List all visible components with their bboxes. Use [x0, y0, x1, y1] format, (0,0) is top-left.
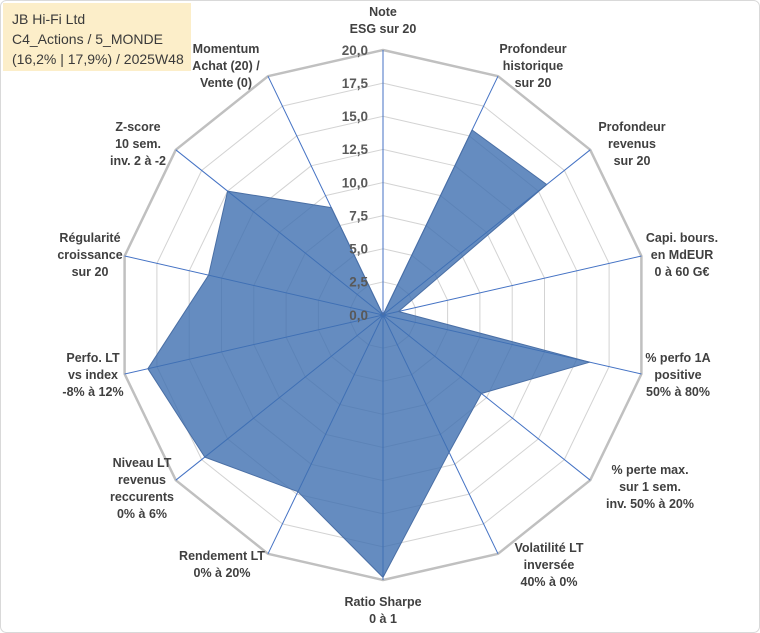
axis-label-perfo-lt-vs-index: Perfo. LT vs index -8% à 12%	[62, 351, 123, 399]
axis-label-perfo-1a-positive: % perfo 1A positive 50% à 80%	[645, 351, 710, 399]
axis-label-line: positive	[654, 368, 701, 382]
axis-label-line: inv. 50% à 20%	[606, 497, 694, 511]
r-tick-label-1: 2,5	[349, 275, 368, 290]
axis-label-line: sur 20	[614, 154, 651, 168]
axis-label-line: revenus	[608, 137, 656, 151]
axis-label-line: Régularité	[59, 231, 120, 245]
axis-label-line: Perfo. LT	[66, 351, 120, 365]
axis-label-line: croissance	[57, 248, 122, 262]
r-tick-label-8: 20,0	[342, 43, 368, 58]
axis-label-line: Note	[369, 5, 397, 19]
r-tick-label-6: 15,0	[342, 109, 368, 124]
axis-labels: Note ESG sur 20 Profondeur historique sur 20…	[57, 5, 718, 626]
axis-label-line: sur 20	[72, 265, 109, 279]
axis-label-line: Achat (20) /	[192, 59, 260, 73]
axis-label-line: 0 à 60 G€	[655, 265, 710, 279]
axis-label-line: Profondeur	[598, 120, 665, 134]
axis-label-line: % perfo 1A	[645, 351, 710, 365]
axis-label-ratio-sharpe: Ratio Sharpe 0 à 1	[344, 595, 421, 626]
axis-label-line: 0 à 1	[369, 612, 397, 626]
axis-label-line: sur 20	[515, 76, 552, 90]
axis-label-profondeur-revenus: Profondeur revenus sur 20	[598, 120, 665, 168]
r-tick-label-2: 5,0	[349, 242, 368, 257]
axis-label-line: inversée	[524, 558, 575, 572]
r-tick-label-5: 12,5	[342, 142, 369, 157]
axis-label-line: revenus	[118, 473, 166, 487]
company-name: JB Hi-Fi Ltd	[12, 11, 86, 27]
axis-label-rendement-lt: Rendement LT 0% à 20%	[179, 549, 265, 580]
spoke-capi-boursiere	[382, 255, 642, 316]
axis-label-line: Capi. bours.	[646, 231, 718, 245]
axis-label-line: reccurents	[110, 490, 174, 504]
axis-label-line: Ratio Sharpe	[344, 595, 421, 609]
axis-label-line: 0% à 6%	[117, 507, 167, 521]
title-box: JB Hi-Fi Ltd C4_Actions / 5_MONDE (16,2%…	[3, 3, 191, 71]
axis-label-line: Niveau LT	[113, 456, 172, 470]
r-tick-label-4: 10,0	[342, 175, 368, 190]
stats-label: (16,2% | 17,9%) / 2025W48	[12, 51, 184, 67]
series-area	[147, 129, 591, 578]
radial-tick-labels: 0,0 2,5 5,0 7,5 10,0 12,5 15,0 17,5 20,0	[342, 43, 369, 323]
axis-label-z-score: Z-score 10 sem. inv. 2 à -2	[110, 120, 166, 168]
r-tick-label-3: 7,5	[349, 208, 368, 223]
axis-label-momentum: Momentum Achat (20) / Vente (0)	[192, 42, 260, 90]
axis-label-line: sur 1 sem.	[619, 480, 681, 494]
axis-label-line: Z-score	[115, 120, 160, 134]
axis-label-volatilite-lt: Volatilité LT inversée 40% à 0%	[515, 541, 584, 589]
axis-label-line: 40% à 0%	[521, 575, 578, 589]
axis-label-regularite-croissance: Régularité croissance sur 20	[57, 231, 122, 279]
r-tick-label-7: 17,5	[342, 76, 369, 91]
axis-label-line: en MdEUR	[651, 248, 714, 262]
axis-label-line: vs index	[68, 368, 118, 382]
axis-label-line: Vente (0)	[200, 76, 252, 90]
axis-label-line: inv. 2 à -2	[110, 154, 166, 168]
axis-label-capi-boursiere: Capi. bours. en MdEUR 0 à 60 G€	[646, 231, 718, 279]
axis-label-niveau-revenus-recurrents: Niveau LT revenus reccurents 0% à 6%	[110, 456, 174, 521]
r-tick-label-0: 0,0	[349, 308, 368, 323]
axis-label-note-esg: Note ESG sur 20	[350, 5, 417, 36]
axis-label-perte-max: % perte max. sur 1 sem. inv. 50% à 20%	[606, 463, 694, 511]
axis-label-line: 10 sem.	[115, 137, 161, 151]
axis-label-line: Volatilité LT	[515, 541, 584, 555]
axis-label-line: -8% à 12%	[62, 385, 123, 399]
category-label: C4_Actions / 5_MONDE	[12, 31, 163, 47]
axis-label-line: Rendement LT	[179, 549, 265, 563]
axis-label-line: % perte max.	[611, 463, 688, 477]
axis-label-line: 50% à 80%	[646, 385, 710, 399]
axis-label-line: ESG sur 20	[350, 22, 417, 36]
axis-label-line: historique	[503, 59, 563, 73]
axis-label-line: Profondeur	[499, 42, 566, 56]
axis-label-line: 0% à 20%	[194, 566, 251, 580]
axis-label-profondeur-historique: Profondeur historique sur 20	[499, 42, 566, 90]
axis-label-line: Momentum	[193, 42, 260, 56]
